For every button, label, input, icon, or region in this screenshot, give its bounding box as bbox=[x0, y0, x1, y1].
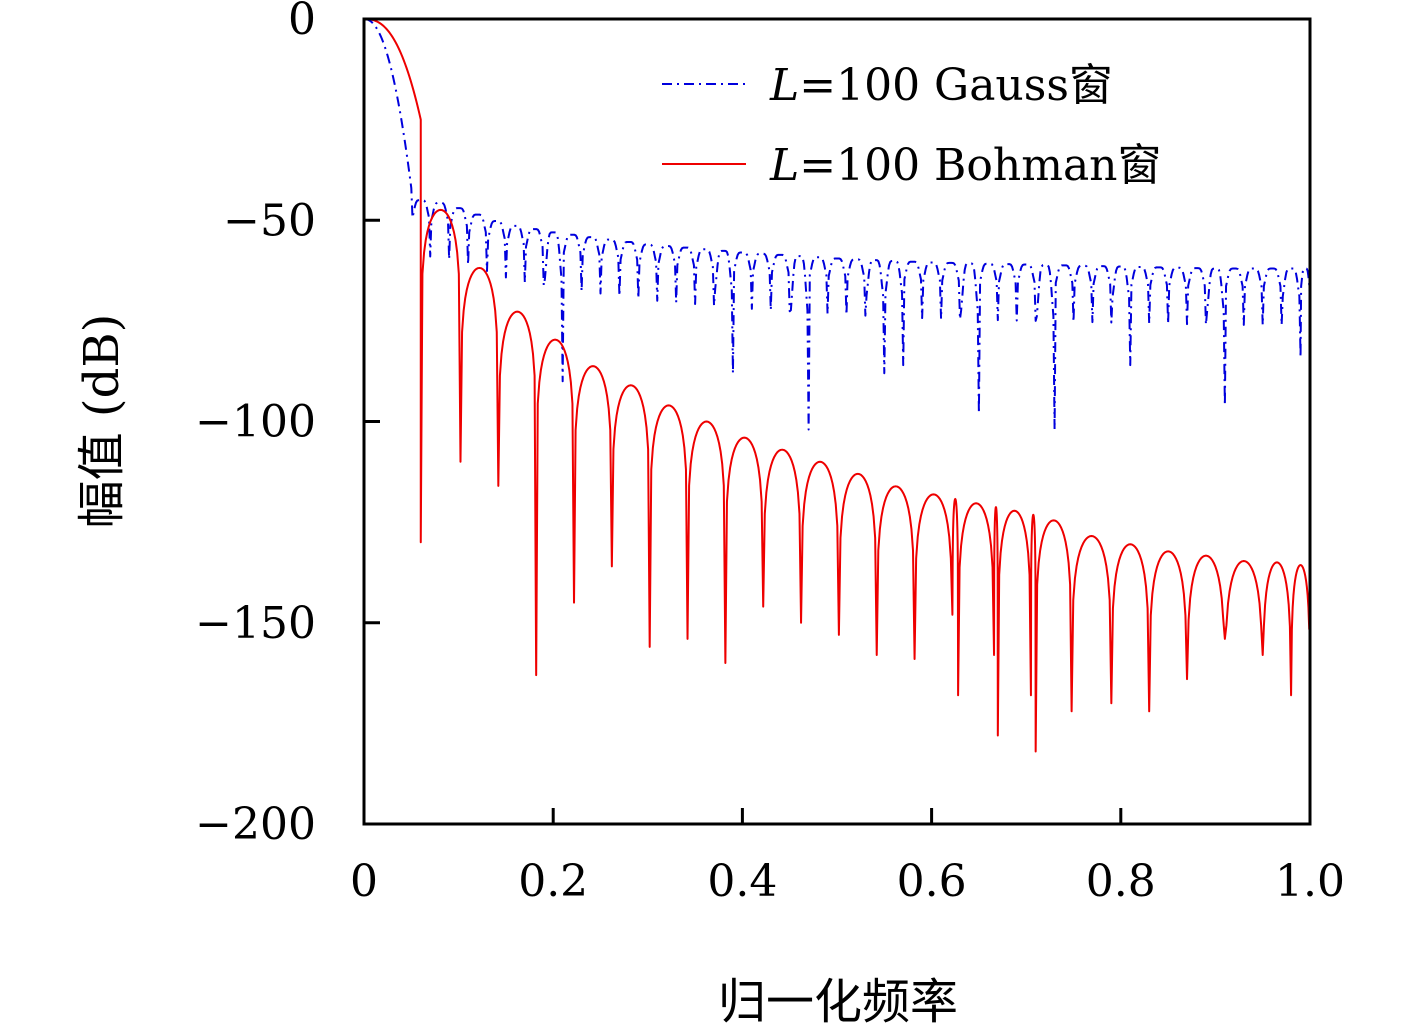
legend-label-gauss-var: L bbox=[769, 60, 799, 111]
legend-label-bohman: L=100 Bohman窗 bbox=[769, 140, 1162, 191]
y-tick-label: −200 bbox=[195, 799, 316, 850]
x-tick-label: 0.8 bbox=[1086, 856, 1156, 907]
series-bohman-line bbox=[363, 18, 1311, 753]
series-layer bbox=[363, 18, 1311, 753]
x-tick-label: 0.4 bbox=[707, 856, 777, 907]
y-tick-label: −100 bbox=[195, 397, 316, 448]
legend-label-bohman-rest: =100 Bohman窗 bbox=[799, 140, 1161, 191]
x-axis-label: 归一化频率 bbox=[718, 974, 958, 1030]
x-tick-label: 1.0 bbox=[1275, 856, 1345, 907]
y-axis-label: 幅值 (dB) bbox=[74, 314, 130, 529]
series-gauss-line bbox=[363, 18, 1311, 431]
x-tick-label: 0.2 bbox=[518, 856, 588, 907]
x-tick-label: 0.6 bbox=[897, 856, 967, 907]
ticks-layer: 0 0.2 0.4 0.6 0.8 1.0 0 −50 −100 −150 −200 bbox=[195, 0, 1345, 907]
y-tick-label: −50 bbox=[223, 195, 316, 246]
legend-label-gauss-rest: =100 Gauss窗 bbox=[799, 60, 1113, 111]
y-tick-label: 0 bbox=[288, 0, 316, 45]
x-tick-label: 0 bbox=[350, 856, 378, 907]
legend-label-bohman-var: L bbox=[769, 140, 799, 191]
legend-label-gauss: L=100 Gauss窗 bbox=[769, 60, 1113, 111]
legend: L=100 Gauss窗 L=100 Bohman窗 bbox=[662, 60, 1162, 191]
y-tick-label: −150 bbox=[195, 598, 316, 649]
